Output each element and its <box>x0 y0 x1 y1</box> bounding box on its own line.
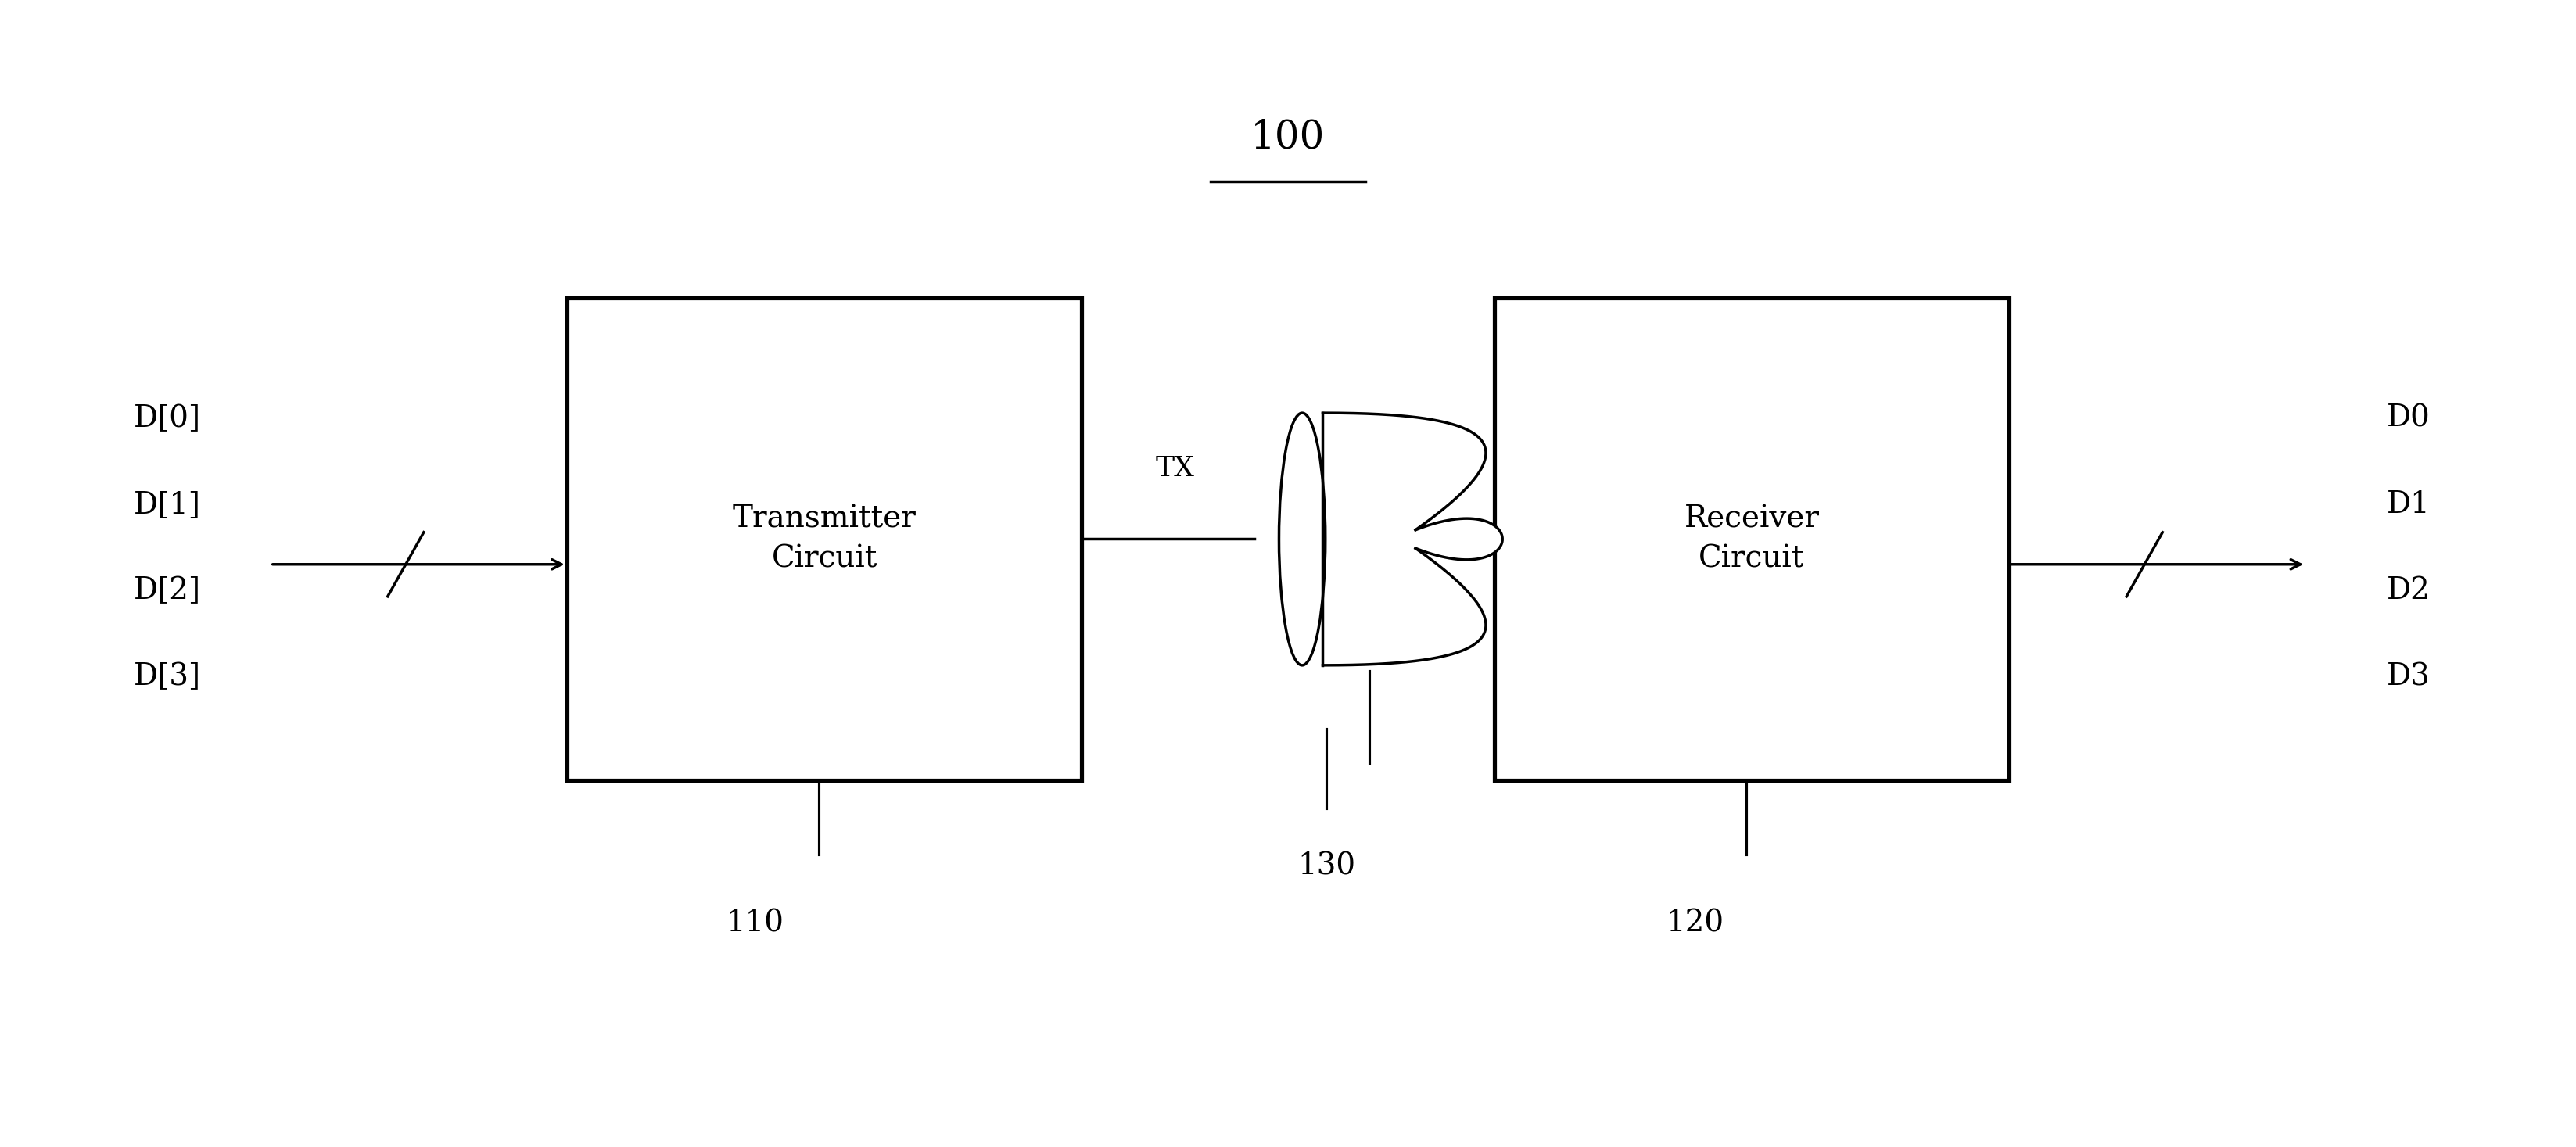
Text: D[3]: D[3] <box>134 662 201 692</box>
Text: D0: D0 <box>2388 404 2429 434</box>
Text: Receiver
Circuit: Receiver Circuit <box>1685 505 1819 574</box>
Text: 100: 100 <box>1252 118 1324 157</box>
Polygon shape <box>1324 413 1502 665</box>
Text: D[1]: D[1] <box>134 490 201 520</box>
Text: TX: TX <box>1154 454 1195 482</box>
Text: D3: D3 <box>2388 662 2429 692</box>
Bar <box>1494 298 2009 780</box>
Text: 110: 110 <box>726 908 783 938</box>
Text: D2: D2 <box>2388 576 2429 606</box>
Text: D1: D1 <box>2388 490 2429 520</box>
Text: 130: 130 <box>1298 851 1355 881</box>
Ellipse shape <box>1278 413 1324 665</box>
Text: D[0]: D[0] <box>134 404 201 434</box>
Text: Transmitter
Circuit: Transmitter Circuit <box>732 505 917 574</box>
Text: D[2]: D[2] <box>134 576 201 606</box>
Text: 120: 120 <box>1667 908 1723 938</box>
Bar <box>567 298 1082 780</box>
